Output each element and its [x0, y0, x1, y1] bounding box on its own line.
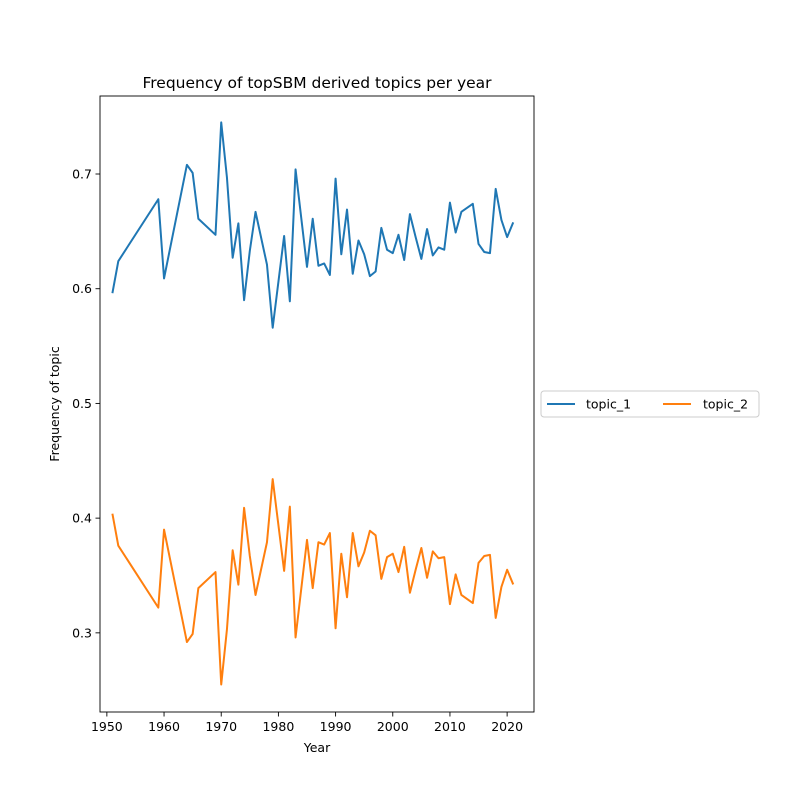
y-tick-label: 0.5: [72, 396, 92, 411]
y-tick-label: 0.7: [72, 167, 92, 182]
x-axis-label: Year: [303, 740, 331, 755]
x-tick-label: 1970: [205, 719, 237, 734]
x-tick-label: 2010: [434, 719, 466, 734]
x-tick-label: 1960: [148, 719, 180, 734]
x-tick-label: 2000: [377, 719, 409, 734]
y-axis-ticks: 0.3 0.4 0.5 0.6 0.7: [72, 167, 100, 640]
legend-label-topic_2: topic_2: [703, 397, 748, 412]
x-tick-label: 2020: [491, 719, 523, 734]
x-tick-label: 1980: [262, 719, 294, 734]
y-tick-label: 0.4: [72, 511, 92, 526]
y-tick-label: 0.3: [72, 625, 92, 640]
legend-label-topic_1: topic_1: [586, 397, 631, 412]
plot-frame: [99, 95, 535, 713]
series-line-topic_2: [111, 478, 515, 686]
x-axis-ticks: 1950 1960 1970 1980 1990 2000 2010 2020: [91, 712, 523, 734]
legend-box: [540, 390, 760, 418]
series-lines: [111, 121, 515, 686]
y-tick-label: 0.6: [72, 281, 92, 296]
x-tick-label: 1990: [320, 719, 352, 734]
chart-title: Frequency of topSBM derived topics per y…: [142, 74, 492, 92]
y-axis-label: Frequency of topic: [47, 346, 62, 462]
series-line-topic_1: [111, 121, 515, 329]
x-tick-label: 1950: [91, 719, 123, 734]
legend: topic_1 topic_2: [540, 390, 760, 418]
